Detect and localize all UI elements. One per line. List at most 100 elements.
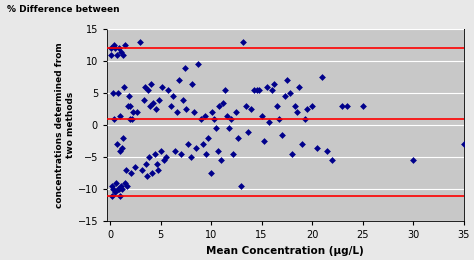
Point — [150, 101, 157, 105]
Point — [278, 133, 286, 137]
Point — [142, 85, 149, 89]
Point — [110, 117, 118, 121]
Point — [107, 53, 114, 57]
Point — [250, 88, 257, 92]
Point — [112, 181, 120, 185]
Point — [143, 161, 150, 166]
Point — [258, 114, 265, 118]
Point — [115, 46, 123, 50]
Point — [118, 184, 125, 188]
Point — [275, 117, 283, 121]
Text: % Difference between: % Difference between — [7, 5, 120, 14]
Point — [123, 184, 131, 188]
Point — [111, 46, 119, 50]
Point — [118, 187, 126, 191]
Point — [122, 168, 130, 172]
Point — [197, 117, 205, 121]
Point — [226, 126, 233, 131]
Point — [110, 43, 118, 47]
Point — [154, 168, 161, 172]
Point — [171, 149, 179, 153]
Point — [188, 82, 196, 86]
Point — [201, 114, 209, 118]
Point — [323, 149, 331, 153]
Point — [177, 152, 184, 156]
Point — [157, 149, 164, 153]
Point — [319, 75, 326, 79]
Point — [223, 114, 231, 118]
Point — [283, 78, 291, 82]
Point — [288, 152, 296, 156]
Point — [253, 88, 260, 92]
Point — [118, 146, 126, 150]
Point — [410, 158, 417, 162]
Point — [148, 82, 155, 86]
Point — [260, 139, 267, 143]
Point — [237, 184, 245, 188]
X-axis label: Mean Concentration (μg/L): Mean Concentration (μg/L) — [207, 246, 364, 256]
Point — [121, 43, 129, 47]
Point — [127, 117, 134, 121]
Point — [235, 136, 242, 140]
Point — [116, 114, 124, 118]
Point — [175, 78, 182, 82]
Point — [204, 136, 212, 140]
Point — [108, 193, 115, 198]
Point — [202, 152, 210, 156]
Point — [129, 110, 137, 114]
Point — [114, 187, 122, 191]
Point — [207, 171, 215, 175]
Point — [229, 152, 237, 156]
Point — [119, 136, 127, 140]
Point — [173, 110, 181, 114]
Point — [187, 155, 195, 159]
Point — [265, 120, 273, 124]
Point — [162, 155, 169, 159]
Point — [138, 168, 146, 172]
Point — [158, 85, 165, 89]
Point — [301, 117, 309, 121]
Point — [108, 184, 116, 188]
Point — [107, 46, 115, 50]
Point — [192, 146, 200, 150]
Point — [113, 142, 121, 146]
Point — [268, 88, 275, 92]
Point — [179, 98, 187, 102]
Point — [113, 53, 121, 57]
Point — [199, 142, 207, 146]
Point — [131, 165, 139, 169]
Point — [273, 104, 281, 108]
Point — [126, 94, 133, 99]
Point — [120, 85, 128, 89]
Point — [328, 158, 336, 162]
Point — [146, 104, 154, 108]
Point — [160, 158, 167, 162]
Point — [125, 104, 132, 108]
Point — [281, 94, 289, 99]
Point — [233, 110, 240, 114]
Point — [116, 149, 124, 153]
Point — [286, 91, 294, 95]
Point — [228, 117, 235, 121]
Point — [128, 171, 135, 175]
Point — [219, 101, 227, 105]
Point — [298, 142, 306, 146]
Point — [145, 88, 152, 92]
Point — [344, 104, 351, 108]
Point — [111, 190, 119, 194]
Point — [194, 62, 202, 67]
Y-axis label: concentrations determined from
two methods: concentrations determined from two metho… — [55, 42, 75, 208]
Point — [127, 104, 134, 108]
Point — [134, 110, 141, 114]
Point — [293, 110, 301, 114]
Point — [214, 149, 222, 153]
Point — [212, 126, 220, 131]
Point — [151, 152, 158, 156]
Point — [303, 107, 311, 111]
Point — [270, 82, 277, 86]
Point — [116, 193, 124, 198]
Point — [169, 94, 176, 99]
Point — [146, 155, 153, 159]
Point — [243, 104, 250, 108]
Point — [109, 91, 117, 95]
